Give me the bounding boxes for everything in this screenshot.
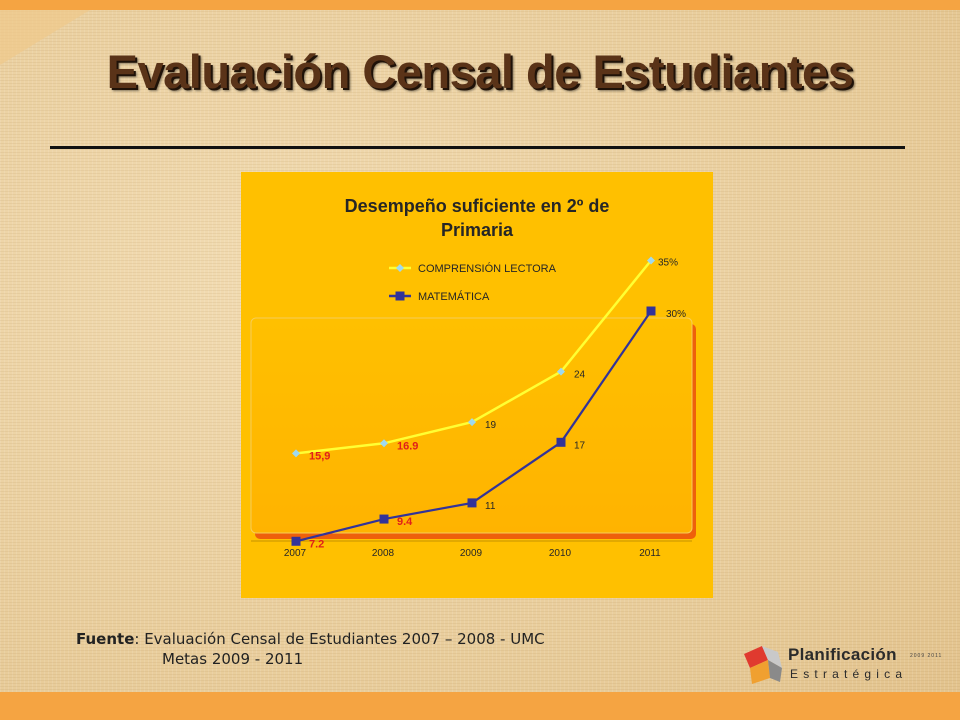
- bottom-accent-bar: [0, 692, 960, 720]
- chart-panel: Desempeño suficiente en 2º de Primaria C…: [241, 172, 713, 598]
- point-matematica-2011: [646, 306, 656, 316]
- source-note: Fuente: Evaluación Censal de Estudiantes…: [76, 629, 545, 669]
- data-label-comprension-2008: 16.9: [397, 440, 418, 452]
- x-tick-labels: 2007 2008 2009 2010 2011: [284, 548, 661, 559]
- point-matematica-2008: [379, 514, 389, 524]
- point-comprension-2010: [557, 367, 565, 376]
- point-comprension-2007: [292, 449, 300, 458]
- data-label-matematica-2009: 11: [485, 501, 496, 512]
- source-line1: : Evaluación Censal de Estudiantes 2007 …: [134, 630, 545, 648]
- legend-marker-matematica: [395, 291, 405, 301]
- data-label-comprension-2010: 24: [574, 370, 586, 381]
- data-label-comprension-2007: 15,9: [309, 450, 330, 462]
- point-matematica-2009: [467, 498, 477, 508]
- series-layer: [291, 256, 656, 546]
- x-tick-2011: 2011: [639, 548, 661, 559]
- line-chart: Desempeño suficiente en 2º de Primaria C…: [250, 196, 696, 559]
- data-labels: 15,9 16.9 19 24 35% 7.2 9.4 11 17 30%: [309, 258, 686, 551]
- corner-decoration: [0, 10, 90, 65]
- point-comprension-2009: [468, 418, 476, 427]
- data-label-comprension-2011: 35%: [658, 258, 678, 269]
- point-comprension-2011: [647, 256, 655, 265]
- chart-title-line2: Primaria: [441, 220, 514, 240]
- data-label-comprension-2009: 19: [485, 420, 497, 431]
- logo-years: 2009 2011: [910, 653, 943, 659]
- logo-name-line1: Planificación: [788, 645, 897, 664]
- legend-marker-comprension: [396, 264, 404, 272]
- legend: COMPRENSIÓN LECTORA MATEMÁTICA: [389, 262, 557, 303]
- chart-title-line1: Desempeño suficiente en 2º de: [345, 196, 610, 216]
- source-line2: Metas 2009 - 2011: [162, 650, 304, 668]
- point-matematica-2007: [291, 536, 301, 546]
- point-comprension-2008: [380, 439, 388, 448]
- legend-label-matematica: MATEMÁTICA: [418, 290, 490, 303]
- logo-cube-icon: [744, 646, 782, 684]
- data-label-matematica-2008: 9.4: [397, 516, 413, 528]
- data-label-matematica-2010: 17: [574, 440, 586, 451]
- point-matematica-2010: [556, 437, 566, 447]
- x-tick-2008: 2008: [372, 548, 395, 559]
- slide-title: Evaluación Censal de Estudiantes: [106, 45, 854, 98]
- data-label-matematica-2011: 30%: [666, 309, 686, 320]
- x-tick-2009: 2009: [460, 548, 483, 559]
- x-tick-2007: 2007: [284, 548, 307, 559]
- x-tick-2010: 2010: [549, 548, 572, 559]
- data-label-matematica-2007: 7.2: [309, 538, 324, 550]
- source-label: Fuente: [76, 630, 135, 648]
- planificacion-logo: Planificación Estratégica 2009 2011: [738, 640, 948, 690]
- title-divider: [50, 146, 905, 149]
- logo-name-line2: Estratégica: [790, 667, 908, 681]
- top-accent-bar: [0, 0, 960, 10]
- legend-label-comprension: COMPRENSIÓN LECTORA: [418, 262, 557, 275]
